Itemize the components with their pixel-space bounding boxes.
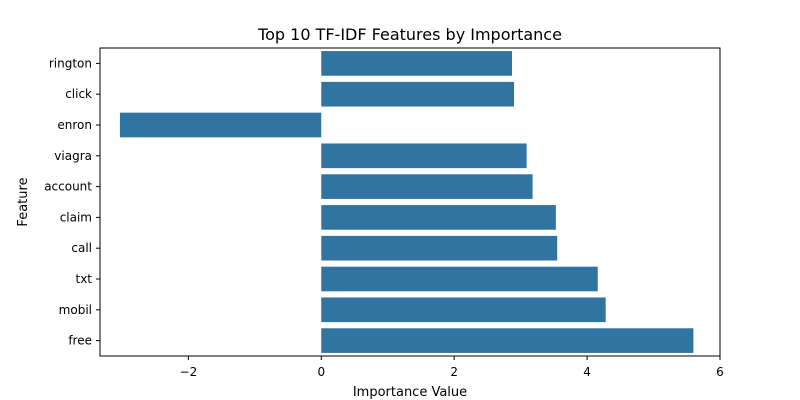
x-axis-ticks: −2 0 2 4 6 <box>180 356 724 379</box>
x-axis-label: Importance Value <box>353 385 467 400</box>
y-tick-label-click: click <box>65 87 92 101</box>
bar-viagra <box>321 143 527 169</box>
x-tick-label: 4 <box>583 365 591 379</box>
bar-free <box>321 328 694 353</box>
plot-frame <box>99 47 721 357</box>
y-axis-ticks: rington click enron viagra account claim call t… <box>44 56 100 348</box>
chart-title: Top 10 TF-IDF Features by Importance <box>257 25 562 44</box>
y-tick-label-call: call <box>71 241 92 255</box>
y-tick-label-mobil: mobil <box>59 303 92 317</box>
bar-account <box>321 174 533 199</box>
x-tick-label: 6 <box>716 365 724 379</box>
y-tick-label-viagra: viagra <box>54 149 92 163</box>
bar-call <box>321 235 558 261</box>
y-tick-label-txt: txt <box>75 272 92 286</box>
y-tick-label-account: account <box>44 180 92 194</box>
bar-enron <box>119 112 322 138</box>
y-tick-label-enron: enron <box>57 118 92 132</box>
bars-group <box>119 51 694 353</box>
bar-click <box>321 81 514 107</box>
x-tick-label: 0 <box>317 365 325 379</box>
y-tick-label-rington: rington <box>49 56 92 70</box>
y-tick-label-free: free <box>68 334 92 348</box>
y-tick-label-claim: claim <box>60 210 92 224</box>
bar-mobil <box>321 297 606 323</box>
y-axis-label: Feature <box>16 177 31 226</box>
x-tick-label: 2 <box>450 365 458 379</box>
bar-rington <box>321 51 513 76</box>
bar-txt <box>321 266 598 292</box>
x-tick-label: −2 <box>180 365 198 379</box>
bar-claim <box>321 205 556 230</box>
